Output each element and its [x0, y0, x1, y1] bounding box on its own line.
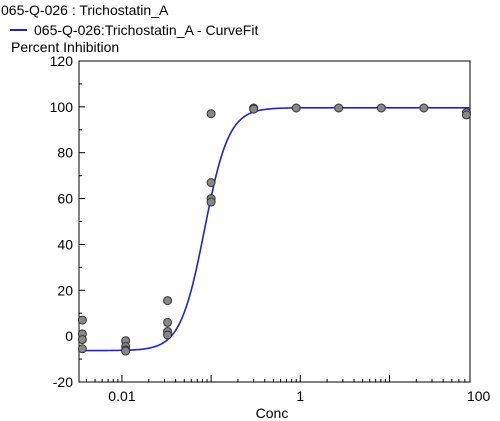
data-point	[206, 178, 216, 188]
data-point	[291, 103, 301, 113]
data-point	[206, 197, 216, 207]
y-tick-label: 80	[57, 145, 73, 161]
x-tick-label: 0.01	[108, 388, 135, 404]
y-axis-label: Percent Inhibition	[11, 39, 119, 55]
axis-ticks: -20 0 20 40 60 80 100 120 0.01 1 100	[50, 53, 491, 404]
data-point	[249, 104, 259, 114]
x-tick-label: 1	[296, 388, 304, 404]
data-point	[206, 109, 216, 119]
chart-title: 065-Q-026 : Trichostatin_A	[1, 2, 169, 18]
data-point	[77, 315, 87, 325]
fit-curve-line	[79, 106, 470, 352]
y-tick-label: 40	[57, 236, 73, 252]
data-point	[163, 330, 173, 340]
data-point	[77, 335, 87, 345]
y-tick-label: -20	[53, 374, 73, 390]
y-tick-label: 120	[50, 53, 74, 69]
data-point	[334, 103, 344, 113]
data-point	[121, 346, 131, 356]
y-tick-label: 20	[57, 282, 73, 298]
y-tick-label: 60	[57, 191, 73, 207]
x-tick-label: 100	[467, 388, 491, 404]
legend-fit-label: 065-Q-026:Trichostatin_A - CurveFit	[34, 22, 258, 38]
data-point	[419, 103, 429, 113]
data-point	[163, 296, 173, 306]
data-point	[461, 110, 471, 120]
y-tick-label: 0	[65, 328, 73, 344]
data-point	[77, 344, 87, 354]
y-tick-label: 100	[50, 99, 74, 115]
data-point	[163, 317, 173, 327]
data-point	[376, 103, 386, 113]
data-points	[77, 103, 471, 356]
x-axis-label: Conc	[256, 405, 289, 421]
